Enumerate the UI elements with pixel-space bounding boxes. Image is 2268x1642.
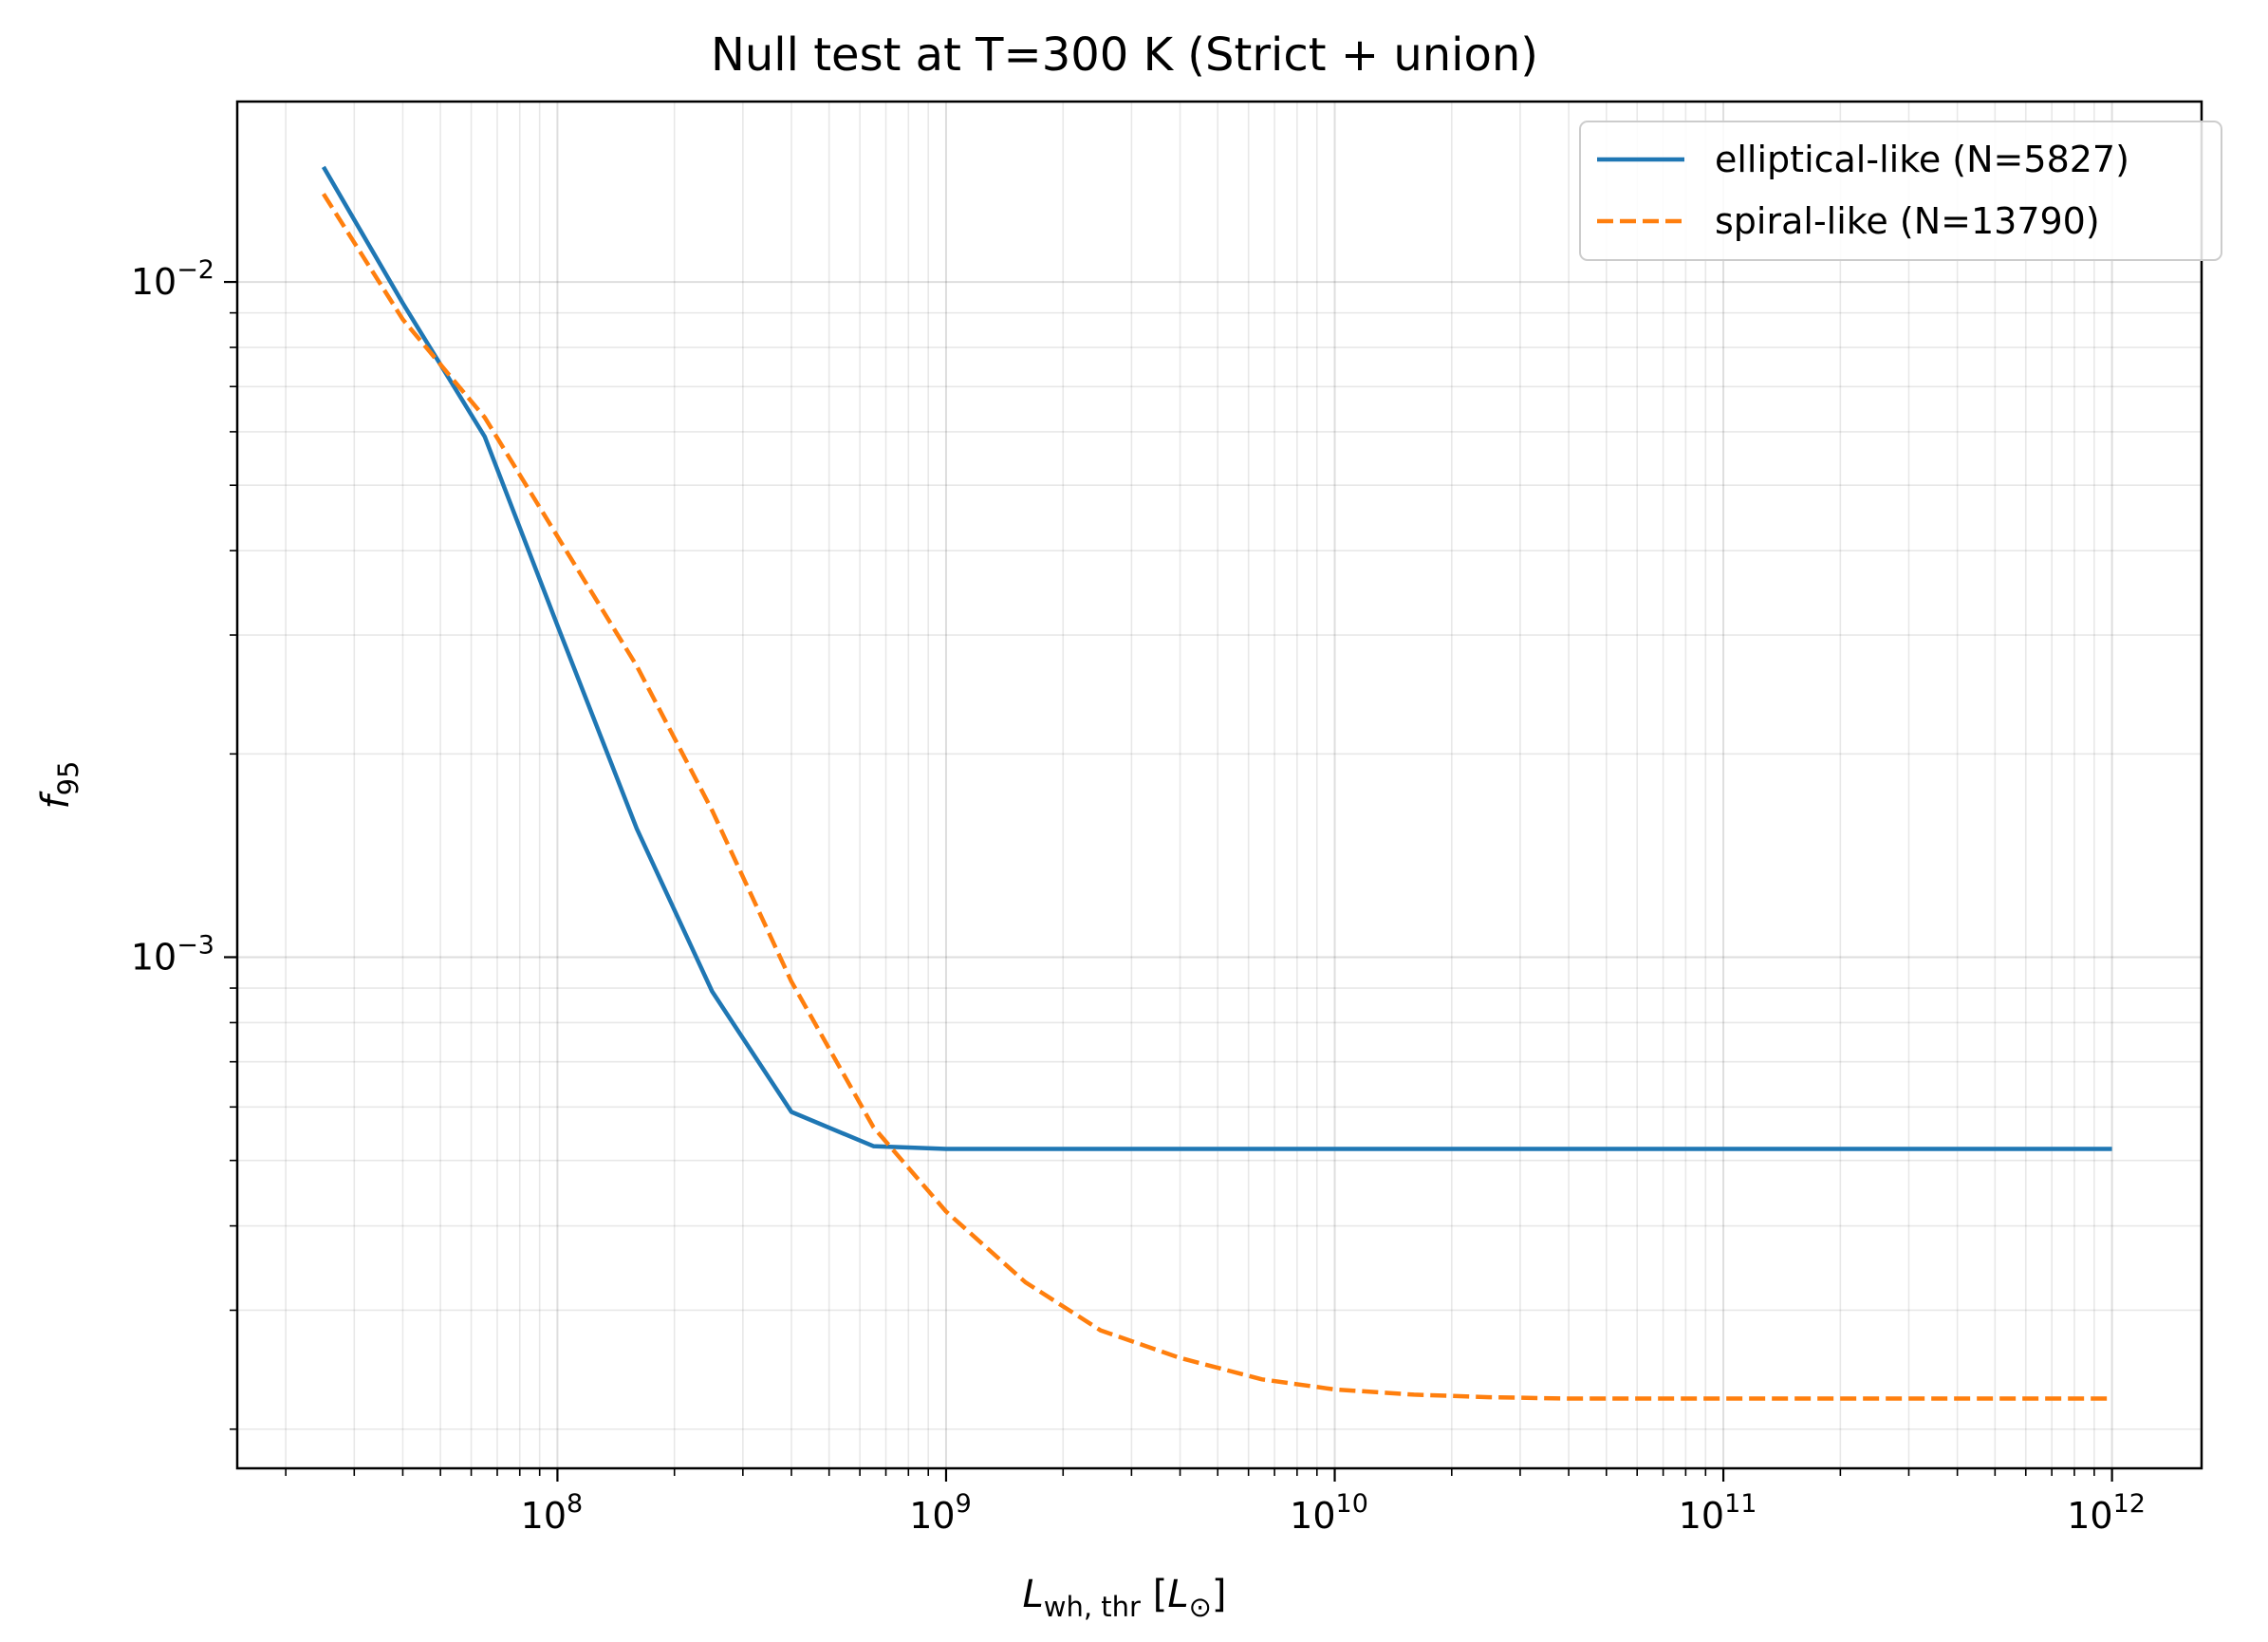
legend: elliptical-like (N=5827) spiral-like (N=… xyxy=(1579,121,2222,261)
x-tick-label: 1012 xyxy=(2067,1489,2146,1537)
grid xyxy=(237,102,2202,1468)
legend-label-elliptical: elliptical-like (N=5827) xyxy=(1715,139,2129,180)
y-tick-label: 10−2 xyxy=(131,255,214,303)
legend-label-spiral: spiral-like (N=13790) xyxy=(1715,200,2100,242)
series-line-spiral xyxy=(321,193,2112,1401)
axis-ticks: 108 109 1010 1011 1012 10−2 10−3 xyxy=(131,255,2146,1537)
x-tick-label: 109 xyxy=(909,1489,972,1537)
x-axis-label: Lwh, thr [L⊙] xyxy=(1022,1573,1226,1623)
legend-box xyxy=(1579,121,2222,261)
plot-frame xyxy=(235,100,2203,1470)
chart-title: Null test at T=300 K (Strict + union) xyxy=(711,28,1538,82)
y-tick-label: 10−3 xyxy=(131,930,214,978)
plot-lines xyxy=(321,165,2112,1401)
series-line-elliptical xyxy=(321,165,2112,1151)
x-tick-label: 108 xyxy=(521,1489,584,1537)
x-tick-label: 1011 xyxy=(1679,1489,1757,1537)
x-tick-label: 1010 xyxy=(1290,1489,1368,1537)
